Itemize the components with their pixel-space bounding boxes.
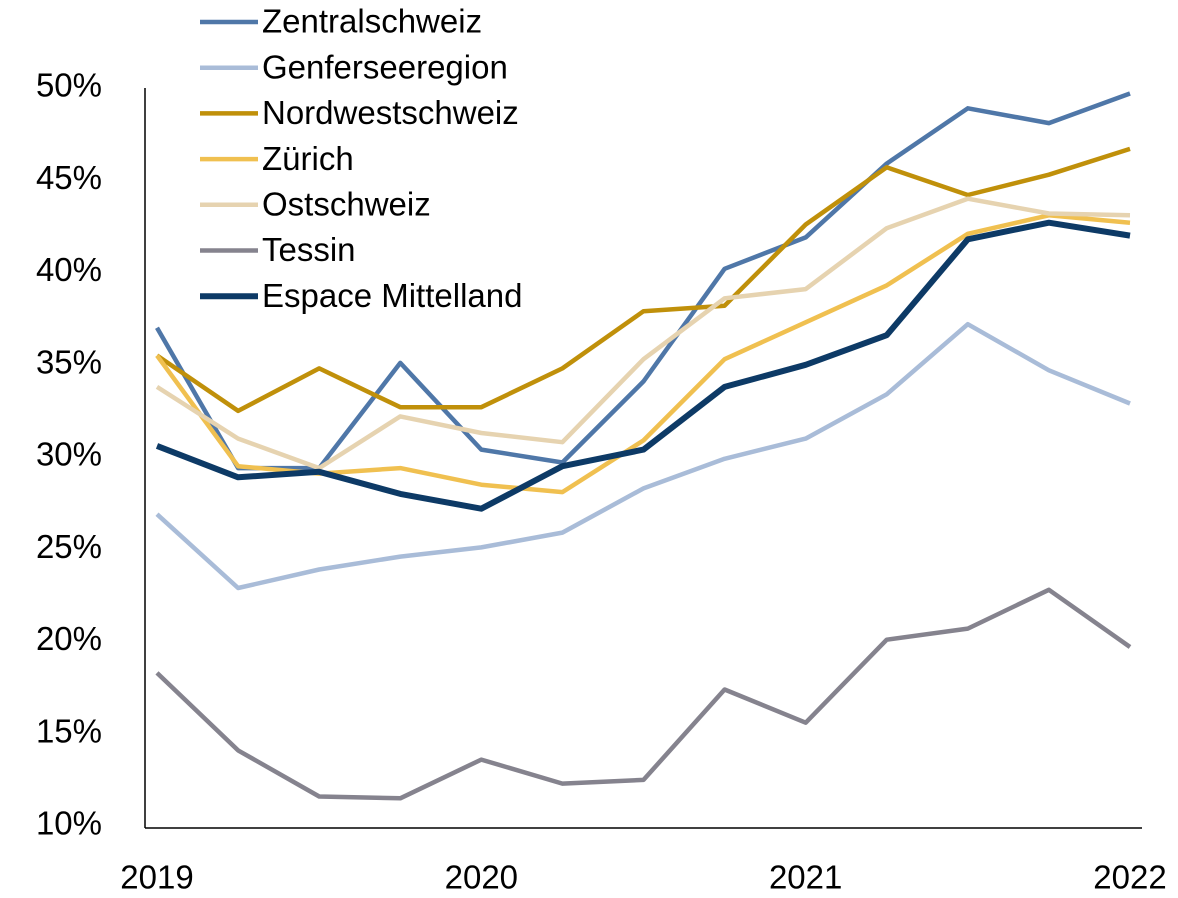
y-tick-label: 30% — [36, 436, 102, 473]
y-tick-label: 20% — [36, 620, 102, 657]
line — [155, 321, 1131, 591]
line — [155, 587, 1132, 801]
legend-label: Zentralschweiz — [262, 3, 482, 40]
x-tick-label: 2020 — [445, 859, 518, 896]
x-tick-label: 2021 — [769, 859, 842, 896]
line — [155, 196, 1131, 471]
line — [155, 146, 1131, 414]
y-tick-label: 50% — [36, 67, 102, 104]
y-tick-label: 45% — [36, 159, 102, 196]
line — [155, 219, 1131, 512]
y-tick-label: 10% — [36, 805, 102, 842]
y-tick-label: 35% — [36, 343, 102, 380]
x-tick-label: 2022 — [1093, 859, 1166, 896]
y-tick-label: 40% — [36, 251, 102, 288]
y-tick-label: 25% — [36, 528, 102, 565]
legend-label: Tessin — [262, 231, 356, 268]
legend-label: Zürich — [262, 140, 354, 177]
y-tick-label: 15% — [36, 712, 102, 749]
legend-label: Genferseeregion — [262, 48, 508, 85]
legend-label: Nordwestschweiz — [262, 94, 519, 131]
legend-label: Espace Mittelland — [262, 277, 522, 314]
x-tick-label: 2019 — [120, 859, 193, 896]
legend-label: Ostschweiz — [262, 186, 431, 223]
